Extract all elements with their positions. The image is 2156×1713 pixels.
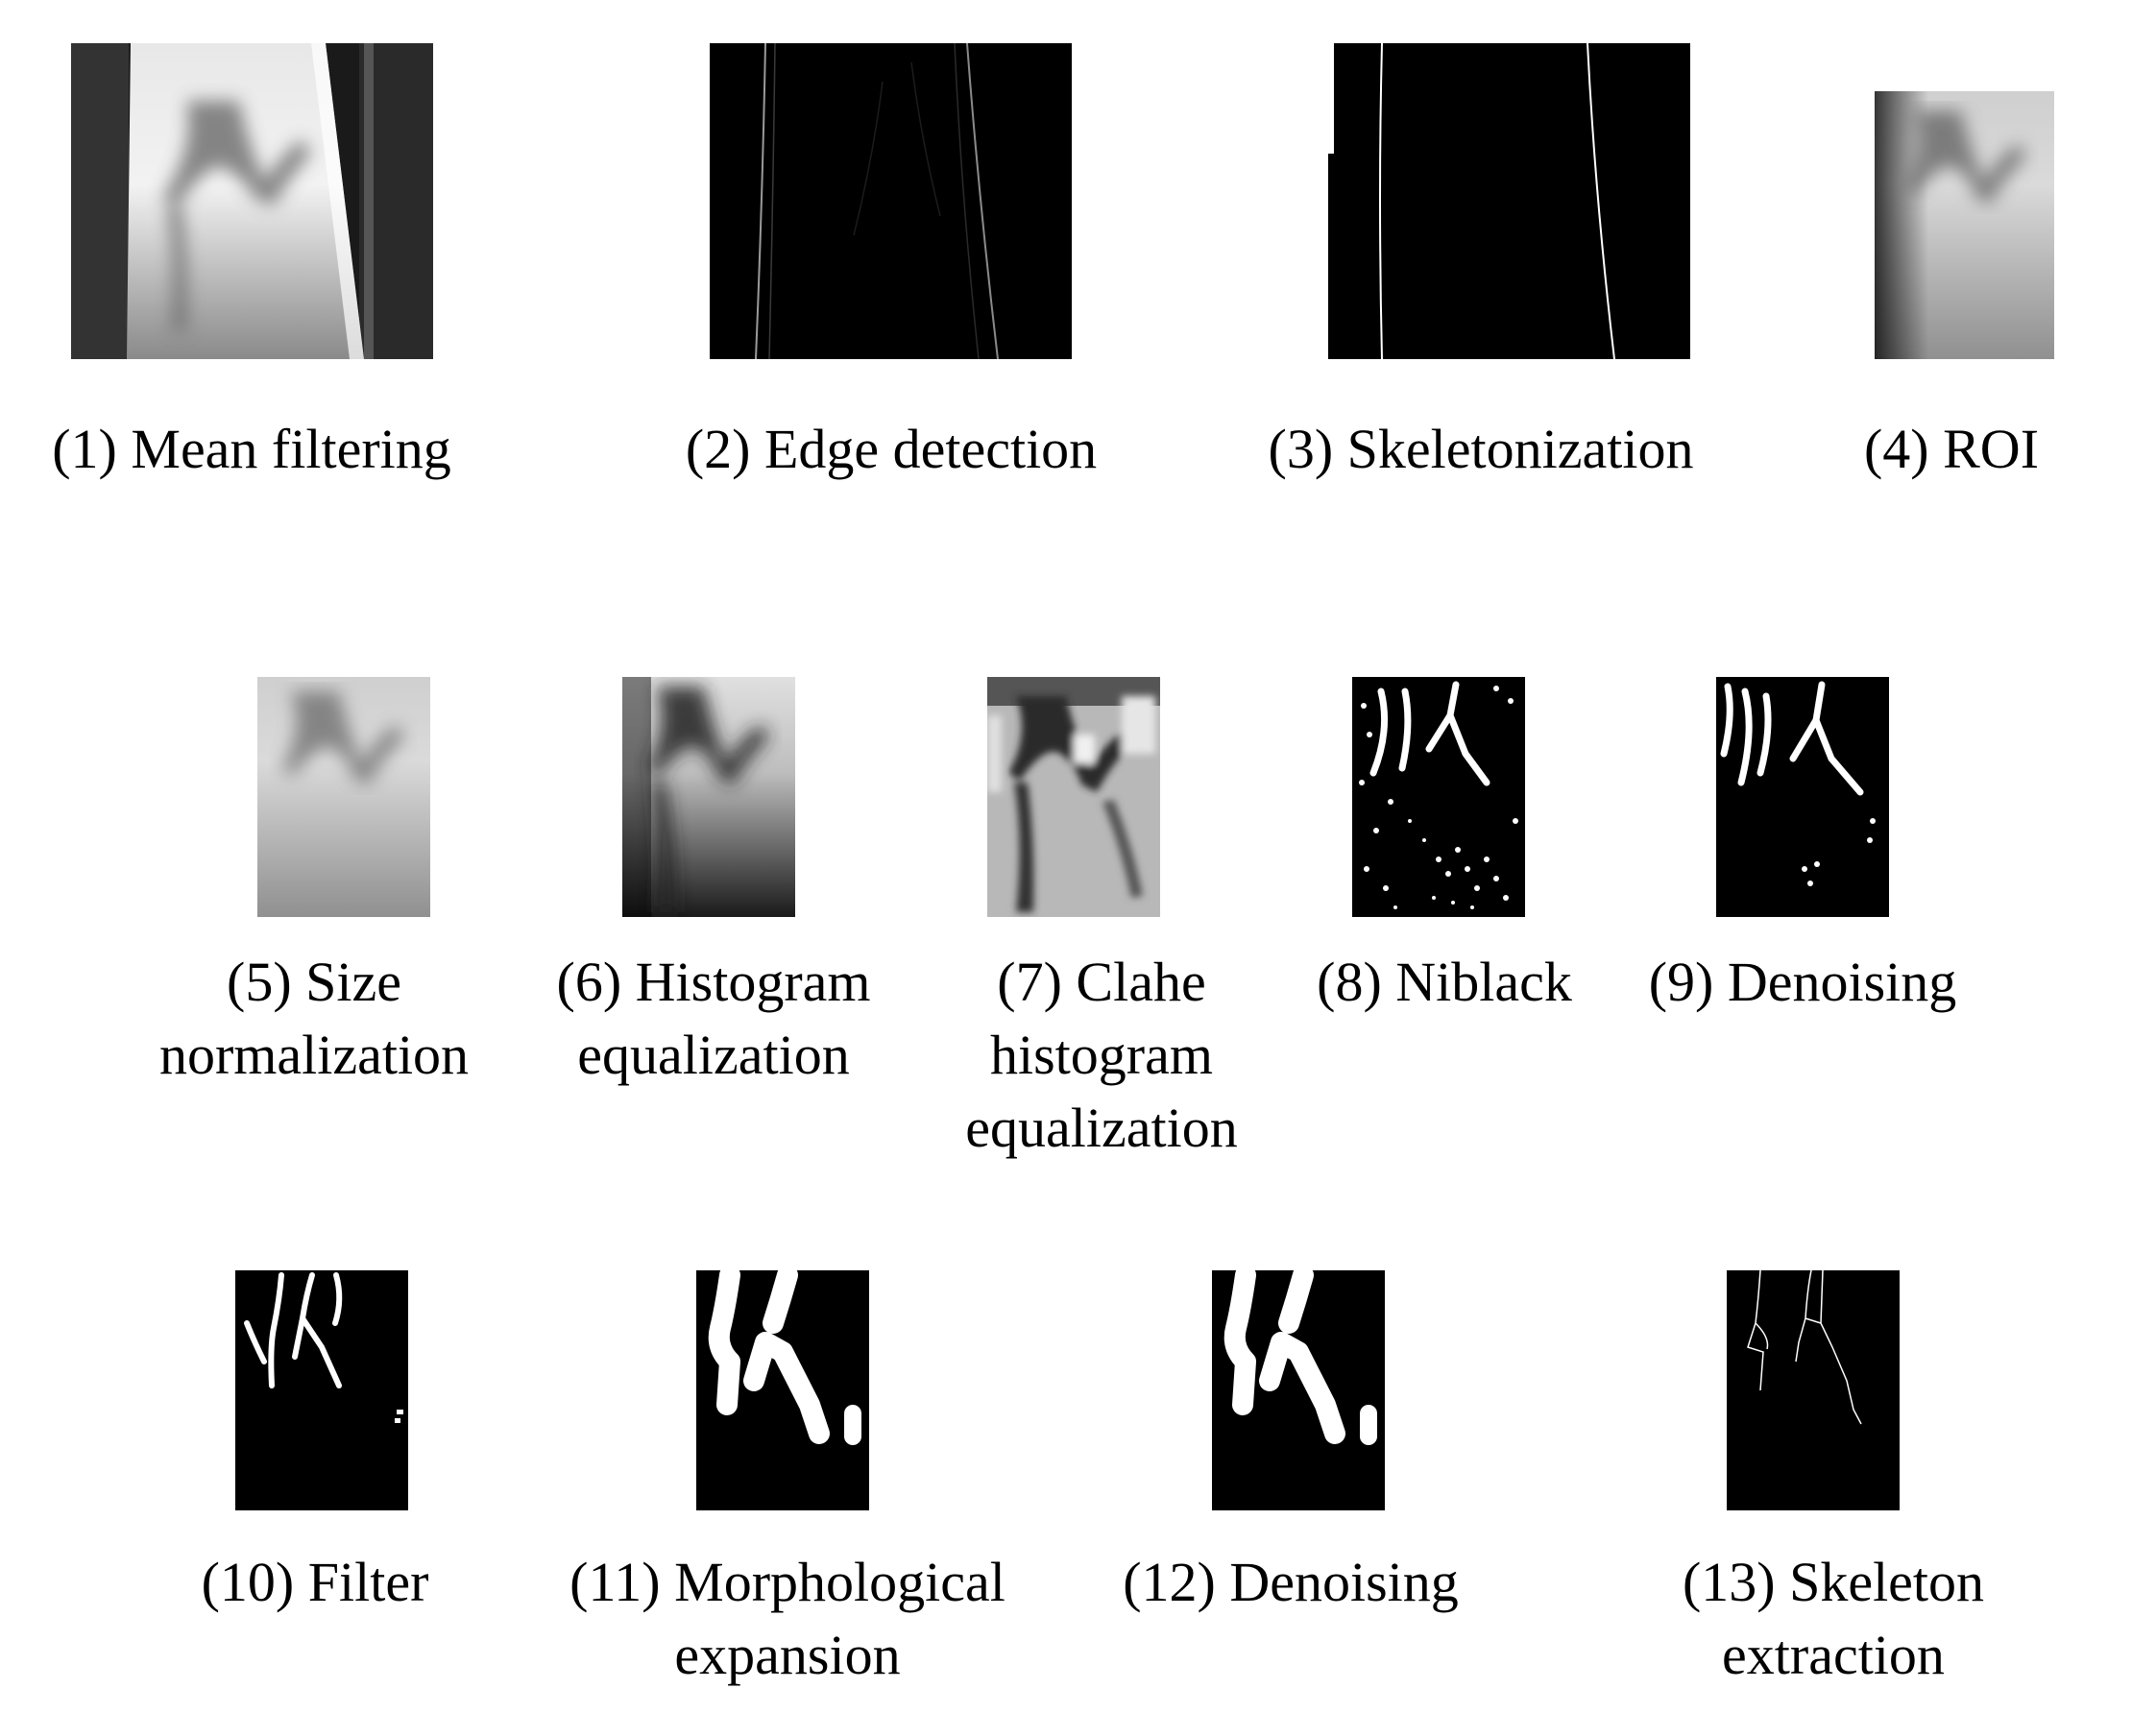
caption-edge-detection: (2) Edge detection — [685, 418, 1098, 480]
panel-histogram-equalization — [622, 677, 795, 917]
caption-size-normalization: (5) Size normalization — [158, 951, 470, 1086]
caption-denoising-2: (12) Denoising — [1123, 1551, 1459, 1613]
caption-roi: (4) ROI — [1863, 418, 2040, 480]
panel-skeletonization — [1328, 43, 1690, 359]
panel-denoising-1 — [1716, 677, 1889, 917]
caption-mean-filtering: (1) Mean filtering — [52, 418, 451, 480]
panel-clahe-histogram-equalization — [987, 677, 1160, 917]
caption-skeletonization: (3) Skeletonization — [1268, 418, 1694, 480]
caption-histogram-equalization: (6) Histogram equalization — [556, 951, 871, 1086]
panel-size-normalization — [257, 677, 430, 917]
caption-niblack: (8) Niblack — [1317, 951, 1572, 1013]
panel-filter — [235, 1270, 408, 1510]
panel-morphological-expansion — [696, 1270, 869, 1510]
caption-skeleton-extraction: (13) Skeleton extraction — [1682, 1551, 1985, 1686]
caption-clahe-histogram-equalization: (7) Clahe histogram equalization — [965, 951, 1238, 1159]
caption-denoising-1: (9) Denoising — [1648, 951, 1957, 1013]
panel-roi — [1875, 91, 2054, 359]
panel-skeleton-extraction — [1727, 1270, 1900, 1510]
caption-filter: (10) Filter — [201, 1551, 429, 1613]
panel-niblack — [1352, 677, 1525, 917]
panel-edge-detection — [710, 43, 1072, 359]
caption-morphological-expansion: (11) Morphological expansion — [569, 1551, 1005, 1686]
panel-denoising-2 — [1212, 1270, 1385, 1510]
panel-mean-filtering — [71, 43, 433, 359]
